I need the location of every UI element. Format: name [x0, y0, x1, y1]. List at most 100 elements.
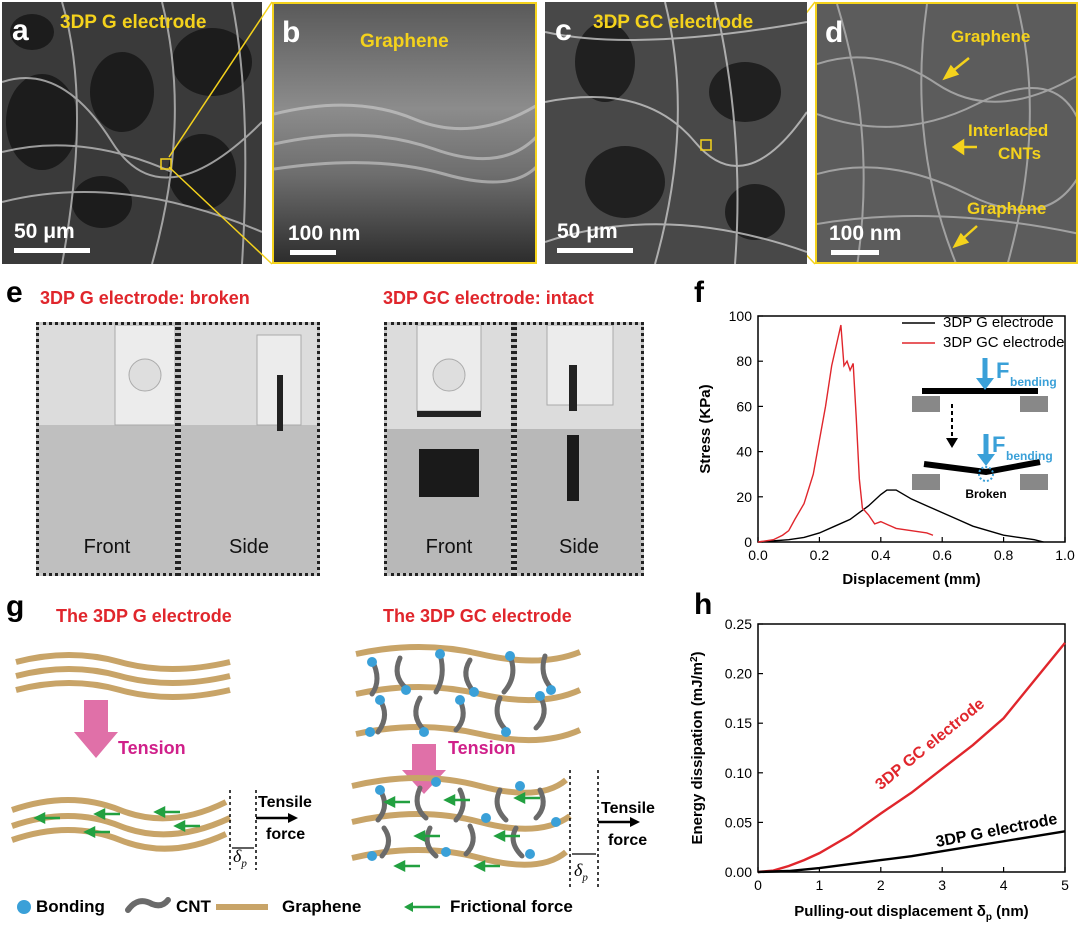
beam-bent: [923, 459, 1041, 476]
x-tick-label: 0.6: [932, 547, 952, 563]
force-arrow-head: [976, 378, 994, 390]
legend-bonding: Bonding: [36, 897, 105, 916]
support-left-2: [912, 474, 940, 490]
x-axis-title: Pulling-out displacement δp (nm): [794, 903, 1028, 923]
graphene-sheets-left: [15, 652, 231, 700]
chart-f-legend-gc: 3DP GC electrode: [943, 334, 1065, 351]
x-tick-label: 1: [816, 877, 824, 893]
panel-letter-g: g: [6, 590, 25, 623]
scale-label-d: 100 nm: [829, 222, 902, 245]
panel-letter-e: e: [6, 276, 23, 309]
y-tick-label: 100: [729, 308, 753, 324]
bonding-legend-icon: [17, 900, 31, 914]
panel-d-label-interlaced: Interlaced: [968, 121, 1049, 140]
series-line-0: [757, 489, 1044, 543]
sem-panel-c: c 3DP GC electrode 50 μm: [545, 2, 807, 264]
panel-d-label-graphene-bottom: Graphene: [967, 199, 1047, 218]
delta-subscript: p: [582, 871, 588, 884]
photo-caption-g-front: Front: [83, 536, 131, 558]
support-left: [912, 396, 940, 412]
panel-letter-f: f: [694, 276, 704, 309]
x-tick-label: 3: [938, 877, 946, 893]
force-arrow-head-2: [977, 454, 995, 466]
photo-gc-side-scene: [517, 325, 641, 573]
photo-caption-g-side: Side: [228, 536, 270, 558]
tensile-label-right-2: force: [608, 832, 648, 849]
series-line-1: [757, 830, 1066, 874]
series-line-0: [757, 642, 1066, 874]
delta-label-right: δp: [574, 860, 588, 884]
x-tick-label: 0.8: [994, 547, 1014, 563]
photo-gc-front-scene: [387, 325, 511, 573]
sem-texture-a: [2, 2, 262, 264]
y-tick-label: 0.25: [725, 616, 752, 632]
scale-label-a: 50 μm: [14, 220, 75, 243]
y-axis-title: Stress (KPa): [697, 384, 714, 473]
legend-graphene: Graphene: [282, 897, 362, 916]
friction-arrows-right: [383, 791, 540, 873]
bonding-dots-right-sheared: [367, 777, 561, 861]
x-tick-label: 2: [877, 877, 885, 893]
photo-caption-gc-front: Front: [425, 536, 473, 558]
x-tick-label: 0: [754, 877, 762, 893]
y-tick-label: 20: [736, 489, 752, 505]
panel-d-label-cnts: CNTs: [998, 144, 1042, 163]
photo-gc-side: Side: [514, 322, 644, 576]
tension-arrow-right: [402, 744, 446, 794]
x-tick-label: 0.4: [871, 547, 891, 563]
bonding-dots-right: [365, 649, 556, 737]
y-tick-label: 0.10: [725, 765, 752, 781]
x-tick-label: 5: [1061, 877, 1069, 893]
panel-a-title: 3DP G electrode: [60, 12, 207, 33]
photo-caption-gc-side: Side: [558, 536, 600, 558]
delta-subscript: p: [241, 857, 247, 870]
y-tick-label: 0.15: [725, 715, 752, 731]
y-tick-label: 0.20: [725, 666, 752, 682]
delta-guides-left: [229, 790, 257, 870]
scale-label-c: 50 μm: [557, 220, 618, 243]
chart-h: 0 1 2 3 4 5 0.00 0.05 0.10 0.15 0.20 0.25 Pulling-ou…: [689, 616, 1069, 923]
delta-guides-right: [569, 770, 599, 890]
panel-letter-a: a: [12, 14, 29, 47]
force-label: F: [996, 358, 1009, 383]
delta-label-left: δp: [233, 846, 247, 870]
photo-g-side-scene: [181, 325, 317, 573]
series-line-1: [757, 324, 934, 543]
plot-frame: [757, 623, 1066, 873]
beam-straight: [922, 388, 1038, 394]
tension-label-left: Tension: [118, 738, 186, 758]
panel-letter-b: b: [282, 16, 301, 49]
legend-cnt: CNT: [176, 897, 211, 916]
x-tick-label: 0.0: [748, 547, 768, 563]
y-tick-label: 80: [736, 353, 752, 369]
y-axis-title: Energy dissipation (mJ/m2): [689, 651, 706, 844]
panel-letter-d: d: [825, 16, 844, 49]
panel-c-title: 3DP GC electrode: [593, 12, 754, 33]
chart-f-legend-g: 3DP G electrode: [943, 314, 1054, 331]
photo-g-side: Side: [178, 322, 320, 576]
panel-letter-c: c: [555, 14, 572, 47]
y-tick-label: 0.00: [725, 864, 752, 880]
tensile-label-left-2: force: [266, 826, 306, 843]
friction-arrows-left: [33, 805, 200, 839]
panel-letter-h: h: [694, 588, 713, 621]
y-tick-label: 60: [736, 398, 752, 414]
y-tick-label: 0.05: [725, 814, 752, 830]
panel-d-label-graphene-top: Graphene: [951, 27, 1031, 46]
transition-arrow-head: [946, 438, 958, 448]
plot-frame: [757, 315, 1066, 543]
x-axis-title: Displacement (mm): [842, 571, 980, 588]
y-tick-label: 0: [744, 534, 752, 550]
panel-b-title: Graphene: [360, 31, 449, 52]
sem-texture-c: [545, 2, 807, 264]
photo-g-front: Front: [36, 322, 178, 576]
series-label-g: 3DP G electrode: [934, 811, 1058, 851]
graphene-legend-icon: [216, 904, 268, 910]
x-tick-label: 4: [1000, 877, 1008, 893]
delta-symbol: δ: [574, 860, 583, 880]
cnt-legend-icon: [125, 897, 171, 913]
break-marker: [978, 466, 994, 482]
graphene-sheets-left-sheared: [11, 797, 232, 852]
force-sublabel: bending: [1010, 375, 1057, 389]
